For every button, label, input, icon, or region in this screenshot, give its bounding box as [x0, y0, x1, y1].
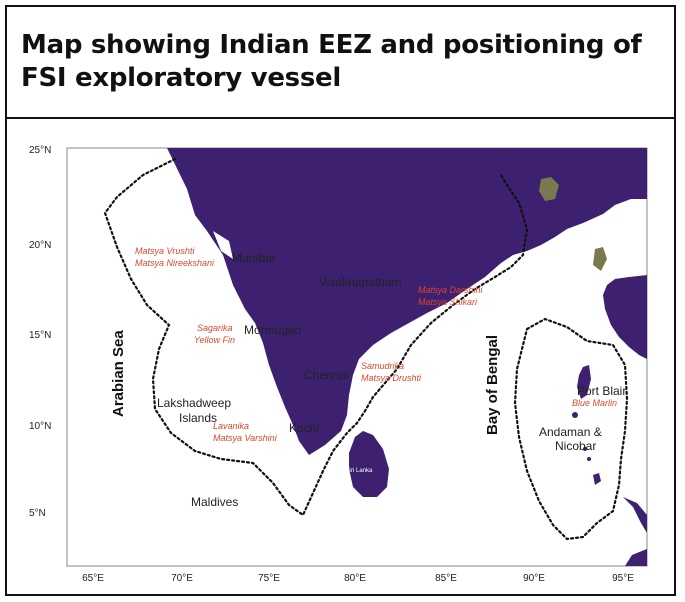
label-visakhapatnam: Visakhapatnam: [319, 275, 402, 289]
andaman-islands: [577, 365, 591, 399]
lon-tick-90: 90°E: [523, 573, 545, 584]
figure-frame: Map showing Indian EEZ and positioning o…: [5, 5, 676, 596]
latitude-ticks: 25°N 20°N 15°N 10°N 5°N: [29, 145, 51, 519]
label-chennai: Chennai: [304, 368, 349, 382]
sri-lanka-land: [349, 431, 389, 497]
label-sri-lanka: Sri Lanka: [347, 468, 373, 474]
nicobar-islands: [593, 473, 601, 485]
island-dot: [583, 447, 587, 451]
lat-tick-20: 20°N: [29, 240, 51, 251]
vessel-matsya-nireekshani: Matsya Nireekshani: [135, 258, 215, 268]
myanmar-land: [603, 275, 647, 359]
lon-tick-65: 65°E: [82, 573, 104, 584]
vessel-matsya-drushti: Matsya Drushti: [361, 373, 422, 383]
longitude-ticks: 65°E 70°E 75°E 80°E 85°E 90°E 95°E: [82, 573, 634, 584]
label-andaman: Andaman &: [539, 425, 602, 439]
gulf-water: [213, 231, 233, 259]
lon-tick-75: 75°E: [258, 573, 280, 584]
lat-tick-10: 10°N: [29, 421, 51, 432]
label-mormugao: Mormugao: [244, 323, 302, 337]
malaysia-land: [623, 497, 647, 533]
myanmar-delta-islands: [593, 247, 607, 271]
lat-tick-15: 15°N: [29, 330, 51, 341]
lon-tick-95: 95°E: [612, 573, 634, 584]
map-title: Map showing Indian EEZ and positioning o…: [21, 30, 642, 93]
label-islands: Islands: [179, 411, 217, 425]
lat-tick-5: 5°N: [29, 508, 46, 519]
title-box: Map showing Indian EEZ and positioning o…: [7, 7, 674, 119]
eez-boundary-andaman: [513, 317, 629, 541]
vessel-samudrika: Samudrika: [361, 361, 404, 371]
lon-tick-80: 80°E: [344, 573, 366, 584]
label-nicobar: Nicobar: [555, 439, 596, 453]
vessel-matsya-darshini: Matsya Darshini: [418, 285, 484, 295]
label-mumbai: Mumbai: [232, 251, 275, 265]
place-labels: Mumbai Visakhapatnam Mormugao Chennai Ko…: [157, 251, 626, 509]
arabian-sea-label: Arabian Sea: [110, 330, 127, 417]
vessel-yellow-fin: Yellow Fin: [194, 335, 235, 345]
lon-tick-85: 85°E: [435, 573, 457, 584]
sumatra-land: [625, 549, 647, 566]
sundarbans-islands: [539, 177, 559, 201]
island-dot: [587, 457, 591, 461]
lat-tick-25: 25°N: [29, 145, 51, 156]
bay-of-bengal-label: Bay of Bengal: [484, 335, 501, 435]
vessel-labels: Matsya Vrushti Matsya Nireekshani Matsya…: [135, 246, 617, 443]
vessel-matsya-varshini: Matsya Varshini: [213, 433, 278, 443]
map-area: 25°N 20°N 15°N 10°N 5°N 65°E 70°E 75°E 8…: [7, 119, 674, 594]
vessel-blue-marlin: Blue Marlin: [572, 398, 617, 408]
eez-map: 25°N 20°N 15°N 10°N 5°N 65°E 70°E 75°E 8…: [29, 145, 648, 584]
mainland-land: [167, 148, 647, 455]
eez-boundary-west: [103, 157, 529, 517]
vessel-matsya-shikari: Matsya Shikari: [418, 297, 478, 307]
island-dot: [572, 412, 578, 418]
lon-tick-70: 70°E: [171, 573, 193, 584]
label-maldives: Maldives: [191, 495, 238, 509]
label-lakshadweep: Lakshadweep: [157, 396, 231, 410]
vessel-matsya-vrushti: Matsya Vrushti: [135, 246, 195, 256]
label-port-blair: Port Blair: [577, 384, 626, 398]
vessel-lavanika: Lavanika: [213, 421, 249, 431]
label-kochi: Kochi: [289, 421, 319, 435]
vessel-sagarika: Sagarika: [197, 323, 233, 333]
